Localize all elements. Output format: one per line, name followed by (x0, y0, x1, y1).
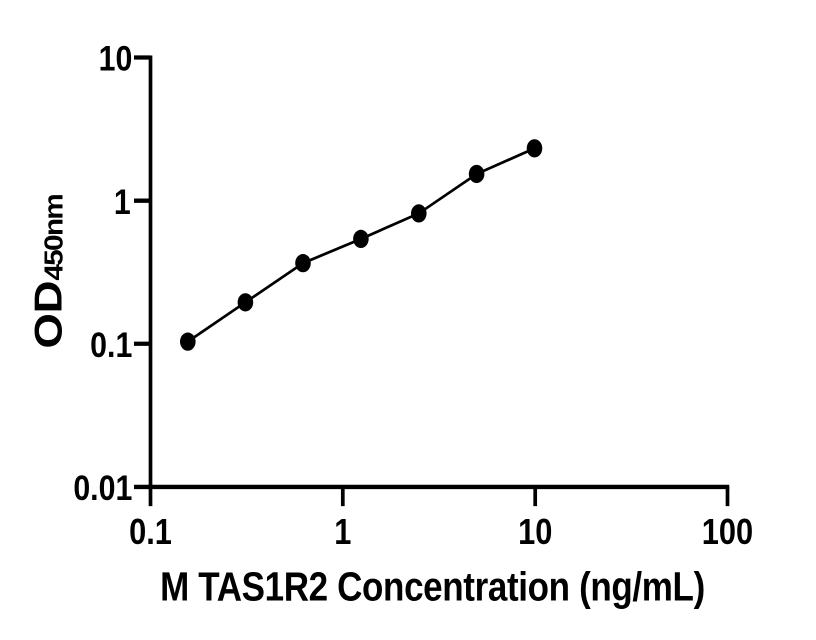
svg-text:10: 10 (518, 513, 552, 553)
svg-text:0.1: 0.1 (129, 513, 172, 553)
svg-text:100: 100 (702, 513, 753, 553)
svg-text:1: 1 (334, 513, 351, 553)
svg-text:10: 10 (99, 38, 133, 78)
svg-text:M TAS1R2 Concentration (ng/mL): M TAS1R2 Concentration (ng/mL) (160, 565, 705, 610)
svg-text:0.1: 0.1 (90, 325, 132, 365)
svg-text:0.01: 0.01 (73, 468, 132, 508)
svg-text:1: 1 (114, 182, 131, 222)
